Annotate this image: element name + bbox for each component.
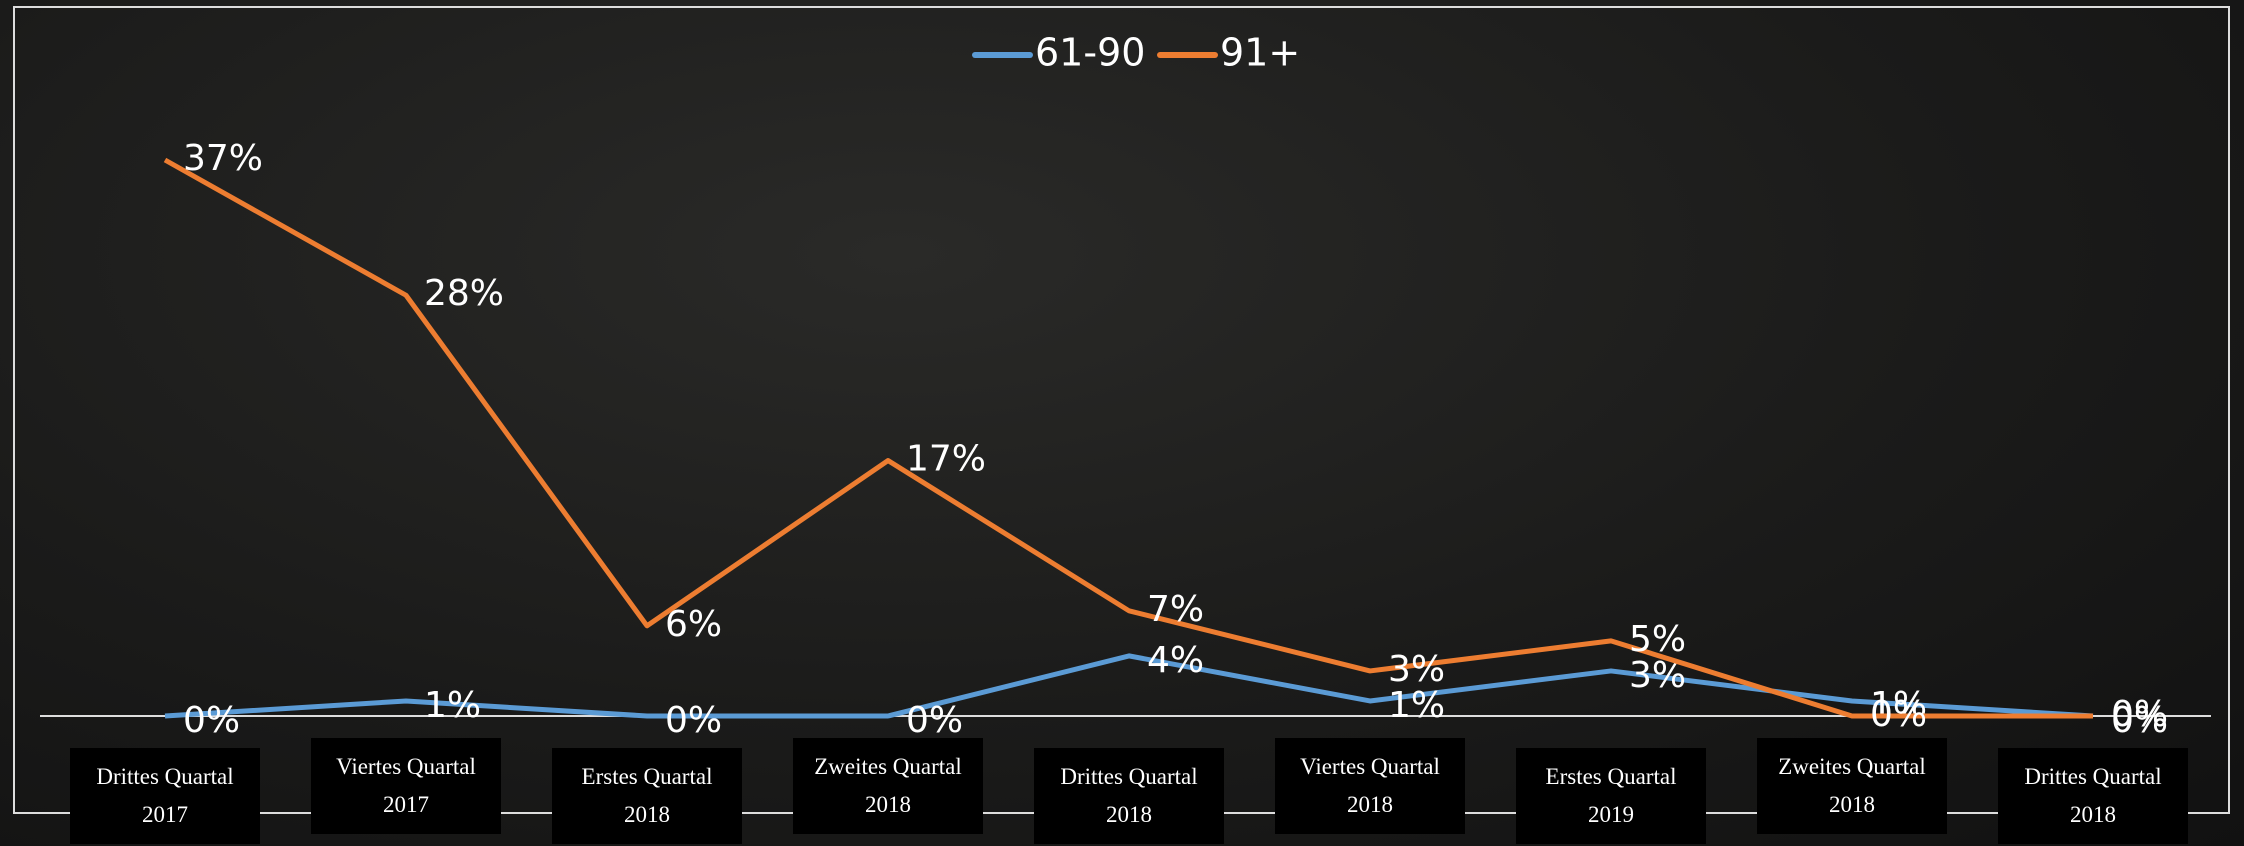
data-label: 3%	[1388, 649, 1445, 690]
data-label: 6%	[665, 604, 722, 645]
data-label: 17%	[906, 439, 986, 480]
data-label: 0%	[2111, 694, 2168, 735]
legend-label: 91+	[1220, 31, 1300, 75]
data-label: 28%	[424, 273, 504, 314]
x-tick-label: Drittes Quartal 2018	[1998, 748, 2188, 844]
x-tick-label: Erstes Quartal 2019	[1516, 748, 1706, 844]
x-tick-label: Zweites Quartal 2018	[1757, 738, 1947, 834]
data-label: 1%	[1870, 685, 1927, 726]
x-tick-label: Drittes Quartal 2018	[1034, 748, 1224, 844]
data-label: 7%	[1147, 589, 1204, 630]
x-tick-label: Viertes Quartal 2017	[311, 738, 501, 834]
x-tick-label: Zweites Quartal 2018	[793, 738, 983, 834]
data-label: 0%	[2111, 700, 2168, 741]
legend-label: 61-90	[1035, 31, 1145, 75]
data-label: 0%	[1870, 694, 1927, 735]
data-label: 0%	[183, 700, 240, 741]
data-line	[163, 157, 2093, 719]
data-label: 4%	[1147, 640, 1204, 681]
x-tick-label: Viertes Quartal 2018	[1275, 738, 1465, 834]
data-label: 1%	[1388, 685, 1445, 726]
x-tick-label: Erstes Quartal 2018	[552, 748, 742, 844]
data-label: 37%	[183, 138, 263, 179]
data-label: 0%	[665, 700, 722, 741]
data-label: 1%	[424, 685, 481, 726]
data-label: 5%	[1629, 619, 1686, 660]
x-tick-label: Drittes Quartal 2017	[70, 748, 260, 844]
data-label: 0%	[906, 700, 963, 741]
